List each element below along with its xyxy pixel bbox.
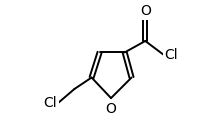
Text: Cl: Cl — [44, 96, 57, 110]
Text: O: O — [106, 102, 116, 116]
Text: O: O — [140, 4, 151, 18]
Text: Cl: Cl — [165, 48, 178, 62]
